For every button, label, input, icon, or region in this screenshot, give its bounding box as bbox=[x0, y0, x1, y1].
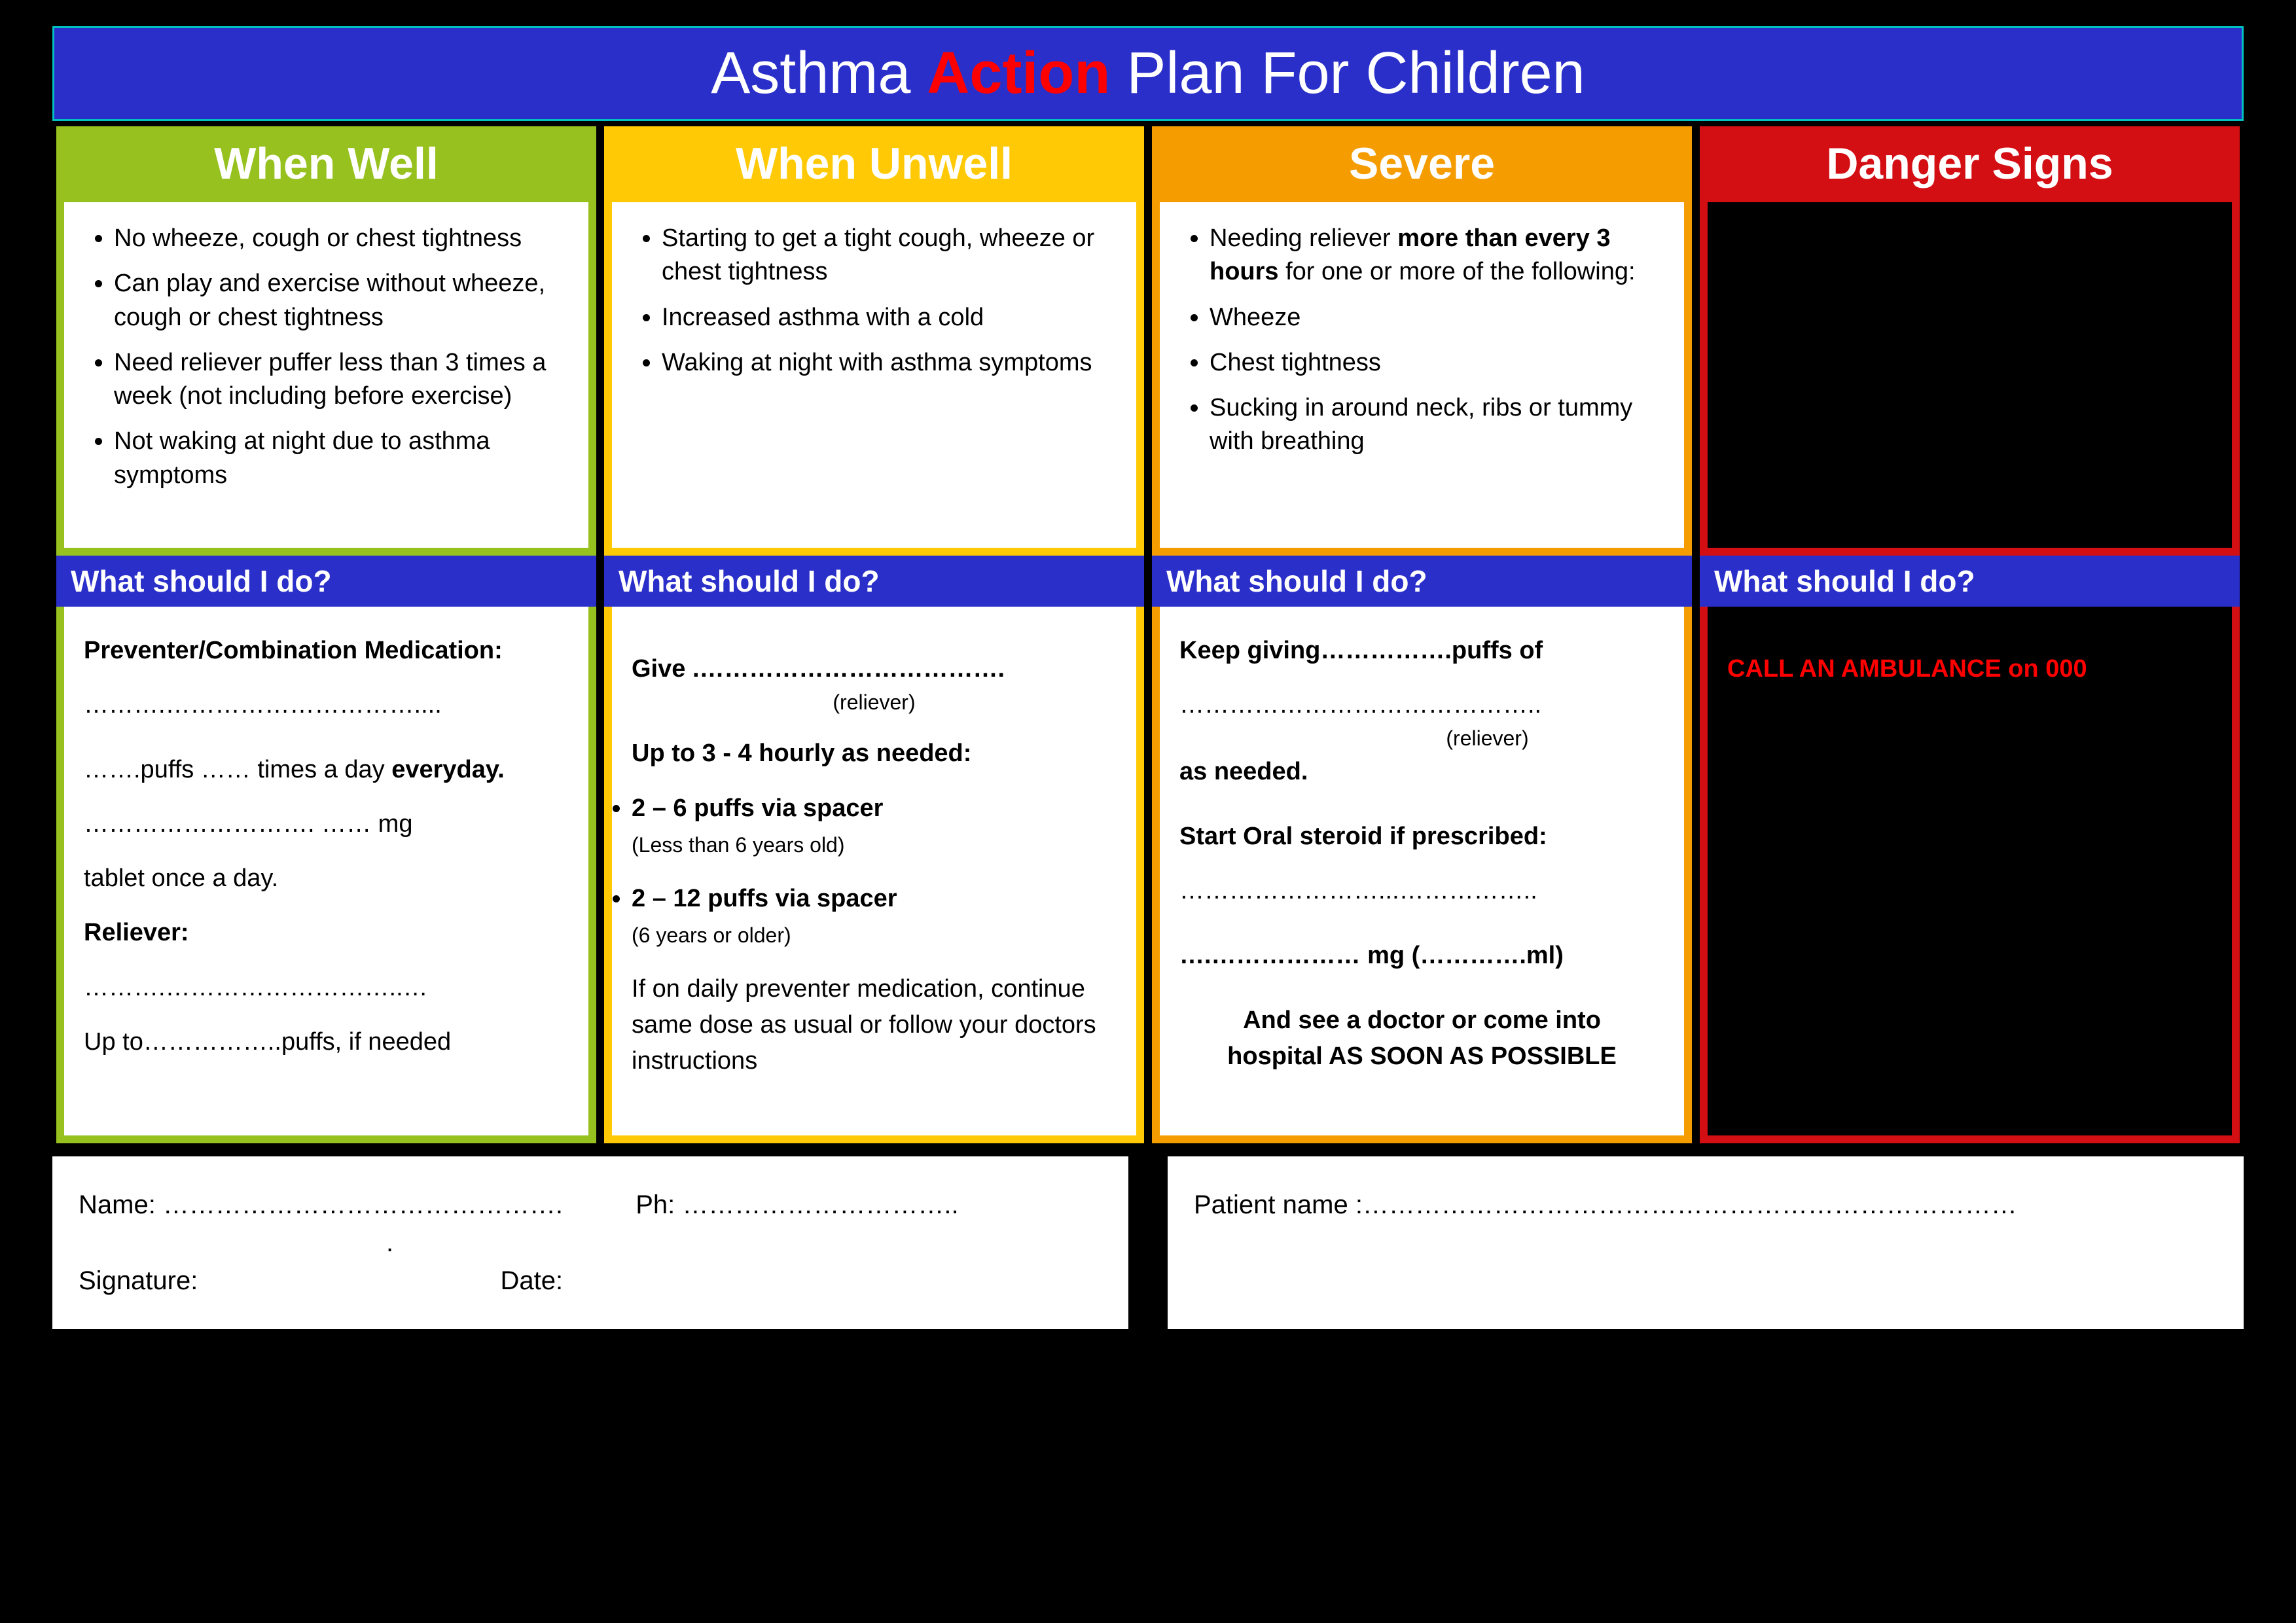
unwell-opt2-sub: (6 years or older) bbox=[632, 923, 791, 947]
severe-blank2: ……………………...…………….. bbox=[1179, 873, 1664, 909]
footer-dot: . bbox=[79, 1230, 1102, 1256]
col-well-action: Preventer/Combination Medication: ……….……… bbox=[56, 607, 596, 1143]
col-severe-action: Keep giving…………….puffs of ……………………………………… bbox=[1152, 607, 1692, 1143]
footer-right: Patient name :………………………………………………………………… bbox=[1168, 1156, 2244, 1329]
severe-mg: ….……………… mg (………….ml) bbox=[1179, 938, 1664, 974]
col-unwell-action: Give .………………………………. (reliever) Up to 3 -… bbox=[604, 607, 1144, 1143]
unwell-opt1-bold: 2 – 6 puffs via spacer bbox=[632, 794, 883, 822]
col-severe: Severe Needing reliever more than every … bbox=[1152, 126, 1692, 1143]
unwell-symptom: Starting to get a tight cough, wheeze or… bbox=[662, 222, 1117, 289]
unwell-note: If on daily preventer medication, contin… bbox=[632, 971, 1117, 1079]
footer-ph: Ph: ………………………….. bbox=[636, 1190, 958, 1219]
well-upto-line: Up to……………..puffs, if needed bbox=[84, 1024, 569, 1060]
severe-intro: Needing reliever more than every 3 hours… bbox=[1210, 222, 1664, 289]
severe-intro-a: Needing reliever bbox=[1210, 224, 1397, 252]
well-mg-line: ………………………. …… mg bbox=[84, 806, 569, 842]
unwell-give-sub: (reliever) bbox=[632, 687, 1117, 717]
well-symptom: No wheeze, cough or chest tightness bbox=[114, 222, 569, 255]
severe-seedoc-a: And see a doctor or come into bbox=[1179, 1003, 1664, 1039]
col-well-heading: When Well bbox=[56, 126, 596, 202]
well-preventer-label: Preventer/Combination Medication: bbox=[84, 633, 569, 669]
col-severe-subhead: What should I do? bbox=[1152, 556, 1692, 607]
well-symptom: Can play and exercise without wheeze, co… bbox=[114, 267, 569, 334]
well-puffs-b: everyday. bbox=[391, 756, 505, 783]
well-puffs-a: …….puffs …… times a day bbox=[84, 756, 391, 783]
col-danger-action: CALL AN AMBULANCE on 000 bbox=[1700, 607, 2240, 1143]
unwell-symptom: Increased asthma with a cold bbox=[662, 301, 1117, 334]
col-danger-heading: Danger Signs bbox=[1700, 126, 2240, 202]
title-bar: Asthma Action Plan For Children bbox=[52, 26, 2244, 121]
footer-name: Name: ………………………………………. bbox=[79, 1190, 563, 1219]
well-blank2: ……….………………………..… bbox=[84, 970, 569, 1006]
footer-sig: Signature: bbox=[79, 1256, 340, 1306]
col-well-symptoms: No wheeze, cough or chest tightness Can … bbox=[56, 202, 596, 556]
severe-symptom: Wheeze bbox=[1210, 301, 1664, 334]
severe-steroid: Start Oral steroid if prescribed: bbox=[1179, 819, 1664, 855]
well-symptom: Need reliever puffer less than 3 times a… bbox=[114, 346, 569, 414]
col-severe-symptoms: Needing reliever more than every 3 hours… bbox=[1152, 202, 1692, 556]
well-symptom: Not waking at night due to asthma sympto… bbox=[114, 425, 569, 492]
well-reliever-label: Reliever: bbox=[84, 915, 569, 951]
unwell-opt1: 2 – 6 puffs via spacer (Less than 6 year… bbox=[632, 791, 1117, 863]
severe-symptom: Sucking in around neck, ribs or tummy wi… bbox=[1210, 391, 1664, 459]
severe-asneeded: as needed. bbox=[1179, 754, 1664, 790]
col-unwell: When Unwell Starting to get a tight coug… bbox=[604, 126, 1144, 1143]
severe-seedoc-b: hospital AS SOON AS POSSIBLE bbox=[1179, 1039, 1664, 1075]
danger-call: CALL AN AMBULANCE on 000 bbox=[1727, 651, 2212, 687]
unwell-opt1-sub: (Less than 6 years old) bbox=[632, 833, 845, 857]
severe-symptom: Chest tightness bbox=[1210, 346, 1664, 380]
unwell-symptom: Waking at night with asthma symptoms bbox=[662, 346, 1117, 380]
columns-row: When Well No wheeze, cough or chest tigh… bbox=[52, 126, 2244, 1143]
footer-row: Name: ………………………………………. Ph: ………………………….. … bbox=[52, 1156, 2244, 1329]
col-danger: Danger Signs What should I do? CALL AN A… bbox=[1700, 126, 2240, 1143]
footer-patient: Patient name :………………………………………………………………… bbox=[1194, 1180, 2217, 1230]
col-danger-symptoms bbox=[1700, 202, 2240, 556]
col-unwell-symptoms: Starting to get a tight cough, wheeze or… bbox=[604, 202, 1144, 556]
title-accent: Action bbox=[927, 41, 1110, 106]
title-pre: Asthma bbox=[711, 41, 927, 106]
well-blank1: ……….………………………….... bbox=[84, 687, 569, 723]
footer-left: Name: ………………………………………. Ph: ………………………….. … bbox=[52, 1156, 1128, 1329]
severe-keep: Keep giving…………….puffs of bbox=[1179, 633, 1664, 669]
col-danger-subhead: What should I do? bbox=[1700, 556, 2240, 607]
severe-blank: …………………………………….. bbox=[1179, 687, 1664, 723]
col-unwell-subhead: What should I do? bbox=[604, 556, 1144, 607]
col-unwell-heading: When Unwell bbox=[604, 126, 1144, 202]
col-severe-heading: Severe bbox=[1152, 126, 1692, 202]
col-well-subhead: What should I do? bbox=[56, 556, 596, 607]
title-post: Plan For Children bbox=[1110, 41, 1585, 106]
unwell-give: Give .………………………………. bbox=[632, 651, 1117, 687]
footer-date: Date: bbox=[501, 1266, 564, 1295]
unwell-freq: Up to 3 - 4 hourly as needed: bbox=[632, 736, 1117, 772]
severe-reliever-sub: (reliever) bbox=[1179, 723, 1664, 753]
severe-intro-c: for one or more of the following: bbox=[1279, 258, 1636, 285]
col-well: When Well No wheeze, cough or chest tigh… bbox=[56, 126, 596, 1143]
unwell-opt2: 2 – 12 puffs via spacer (6 years or olde… bbox=[632, 881, 1117, 953]
unwell-opt2-bold: 2 – 12 puffs via spacer bbox=[632, 885, 897, 912]
well-tablet-line: tablet once a day. bbox=[84, 861, 569, 897]
